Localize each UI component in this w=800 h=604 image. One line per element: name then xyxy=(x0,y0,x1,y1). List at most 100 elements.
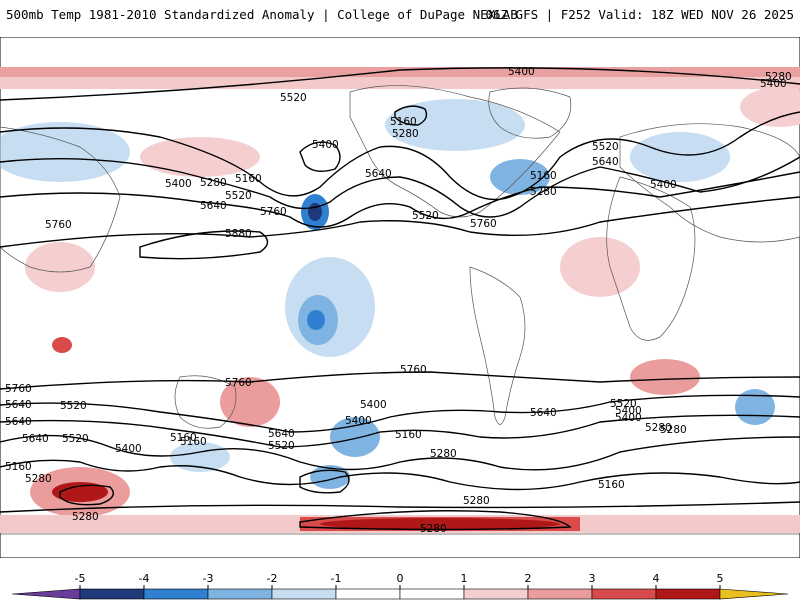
asia-west-outline xyxy=(0,126,121,273)
contour-label: 5280 xyxy=(463,495,490,507)
colorbar-tick-label: -5 xyxy=(75,572,86,585)
anomaly-map: 5400 5400 5520 5400 5160 5280 5160 5280 … xyxy=(0,37,800,558)
contour-label: 5640 xyxy=(5,399,32,411)
colorbar-overflow xyxy=(719,588,789,600)
contour-line-11 xyxy=(0,501,800,513)
colorbar-tick-label: 1 xyxy=(461,572,468,585)
contour-label: 5280 xyxy=(530,186,557,198)
colorbar-segment xyxy=(463,588,529,600)
contour-label: 5400 xyxy=(760,78,787,90)
contour-label: 5640 xyxy=(5,416,32,428)
contour-label: 5760 xyxy=(260,206,287,218)
south-america-outline xyxy=(469,266,526,425)
contour-label: 5520 xyxy=(610,398,637,410)
contour-label: 5880 xyxy=(225,228,252,240)
colorbar-segments xyxy=(79,588,721,600)
colorbar-ticks: -5 -4 -3 -2 -1 0 1 2 3 4 5 xyxy=(75,572,724,589)
contour-line-4 xyxy=(0,171,800,228)
warm-pocket-indonesia xyxy=(25,242,95,292)
contour-label: 5160 xyxy=(390,116,417,128)
colorbar-tick-label: 3 xyxy=(589,572,596,585)
contour-line-5 xyxy=(0,196,800,248)
colorbar-segment xyxy=(591,588,657,600)
contour-label: 5760 xyxy=(5,383,32,395)
contour-label: 5640 xyxy=(530,407,557,419)
colorbar-svg: -5 -4 -3 -2 -1 0 1 2 3 4 5 xyxy=(11,572,789,600)
colorbar-segment xyxy=(335,588,401,600)
contour-label: 5280 xyxy=(420,523,447,535)
contour-line-6 xyxy=(0,371,800,390)
contour-label: 5160 xyxy=(395,429,422,441)
australia-outline xyxy=(174,375,237,429)
contour-label: 5760 xyxy=(400,364,427,376)
contour-line-low-1 xyxy=(59,484,114,506)
contour-label: 5160 xyxy=(180,436,207,448)
colorbar-segment xyxy=(271,588,337,600)
contour-label: 5400 xyxy=(165,178,192,190)
map-title: 500mb Temp 1981-2010 Standardized Anomal… xyxy=(6,7,518,22)
cold-pocket-southern-pacific xyxy=(330,417,380,457)
cold-pocket-atlantic xyxy=(0,122,130,182)
colorbar-tick-label: -2 xyxy=(267,572,278,585)
contour-labels: 5400 5400 5520 5400 5160 5280 5160 5280 … xyxy=(5,66,792,535)
colorbar-tick-label: -3 xyxy=(203,572,214,585)
contour-line-low-3 xyxy=(299,141,341,172)
contour-line-3 xyxy=(0,156,800,218)
africa-outline xyxy=(606,176,696,341)
colorbar-segment xyxy=(399,588,465,600)
contour-label: 5640 xyxy=(268,428,295,440)
contour-label: 5520 xyxy=(280,92,307,104)
contour-label: 5520 xyxy=(268,440,295,452)
contour-label: 5520 xyxy=(225,190,252,202)
coastlines xyxy=(0,85,800,535)
header: 500mb Temp 1981-2010 Standardized Anomal… xyxy=(0,0,800,36)
contour-label: 5160 xyxy=(598,479,625,491)
contour-label: 5400 xyxy=(312,139,339,151)
contour-line-5880 xyxy=(139,230,269,260)
colorbar-tick-label: 0 xyxy=(397,572,404,585)
contour-label: 5760 xyxy=(225,377,252,389)
contour-line-8 xyxy=(0,414,800,448)
contour-line-10 xyxy=(0,459,800,491)
greenland-outline xyxy=(488,87,572,139)
contour-label: 5280 xyxy=(430,448,457,460)
contour-label: 5160 xyxy=(170,432,197,444)
warm-pocket-south-pacific xyxy=(220,377,280,427)
contour-line-low-4 xyxy=(394,105,428,126)
colorbar-tick-label: 4 xyxy=(653,572,660,585)
contour-line-1 xyxy=(0,67,800,101)
contour-label: 5520 xyxy=(62,433,89,445)
warm-pocket-asia xyxy=(140,137,260,177)
contour-line-2 xyxy=(0,111,800,201)
warm-core-indian-ocean xyxy=(52,337,72,353)
colorbar-segment xyxy=(527,588,593,600)
contour-label: 5520 xyxy=(592,141,619,153)
contour-label: 5280 xyxy=(25,473,52,485)
contour-label: 5640 xyxy=(365,168,392,180)
colorbar-tick-label: -4 xyxy=(139,572,150,585)
warm-pocket-east xyxy=(740,87,800,127)
warm-pocket-south-atlantic xyxy=(630,359,700,395)
contour-label: 5160 xyxy=(530,170,557,182)
contour-line-low-2 xyxy=(299,469,350,494)
contour-label: 5280 xyxy=(200,177,227,189)
contour-label: 5400 xyxy=(115,443,142,455)
colorbar-segment xyxy=(207,588,273,600)
contour-label: 5520 xyxy=(60,400,87,412)
contour-label: 5400 xyxy=(615,405,642,417)
contour-label: 5400 xyxy=(615,412,642,424)
warm-pocket-africa xyxy=(560,237,640,297)
north-america-outline xyxy=(349,85,561,218)
colorbar-segment xyxy=(143,588,209,600)
contour-label: 5280 xyxy=(765,71,792,83)
colorbar: -5 -4 -3 -2 -1 0 1 2 3 4 5 xyxy=(0,568,800,600)
arctic-warm-band-strong xyxy=(0,67,800,77)
contour-label: 5160 xyxy=(5,461,32,473)
model-run-label: 06Z GFS | F252 Valid: 18Z WED NOV 26 202… xyxy=(485,7,794,22)
colorbar-tick-label: -1 xyxy=(331,572,342,585)
contour-label: 5280 xyxy=(72,511,99,523)
contour-label: 5280 xyxy=(660,424,687,436)
contour-line-9 xyxy=(0,434,800,471)
contour-line-7 xyxy=(0,394,800,433)
antarctic-warm-core-inner xyxy=(320,518,560,530)
